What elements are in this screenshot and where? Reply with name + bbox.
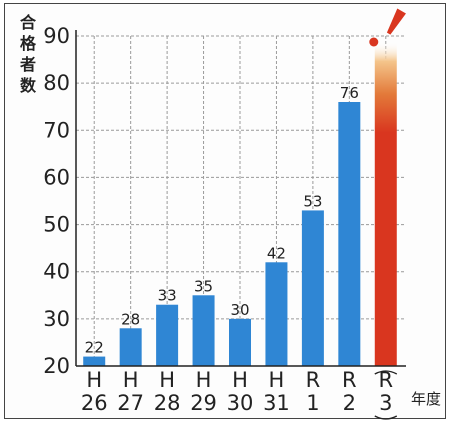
- x-tick-label-top: H: [123, 368, 139, 392]
- x-tick-label-top: R: [342, 368, 357, 392]
- exclamation-stroke: [386, 8, 406, 35]
- y-tick-label: 30: [43, 307, 70, 331]
- data-label: 53: [303, 192, 322, 210]
- x-tick-label-bottom: 2: [343, 391, 356, 415]
- x-tick-label-top: H: [196, 368, 212, 392]
- x-tick-label-bottom: 31: [263, 391, 290, 415]
- data-label: 35: [194, 277, 213, 295]
- bar: [156, 304, 179, 366]
- exclamation-mark: [386, 8, 406, 35]
- x-tick-label-bottom: 27: [117, 391, 144, 415]
- x-tick-label-bottom: 26: [81, 391, 108, 415]
- x-tick-label-bottom: 3: [379, 391, 392, 415]
- bar: [265, 262, 288, 366]
- y-tick-label: 90: [43, 24, 70, 48]
- y-tick-label: 20: [43, 354, 70, 378]
- x-axis-title: 年度: [411, 390, 441, 408]
- data-label: 33: [158, 287, 177, 305]
- data-label: 22: [85, 339, 104, 357]
- x-tick-label-bottom: 30: [227, 391, 254, 415]
- y-tick-label: 60: [43, 165, 70, 189]
- bar: [119, 328, 142, 366]
- x-tick-label-bottom: 29: [190, 391, 217, 415]
- exclamation-dot: [369, 37, 379, 47]
- x-tick-label-top: R: [306, 368, 321, 392]
- data-label: 28: [121, 310, 140, 328]
- bar: [229, 318, 251, 366]
- x-tick-label-top: R: [378, 368, 393, 392]
- y-tick-label: 80: [43, 71, 70, 95]
- bar: [83, 356, 106, 366]
- y-axis-title-char: 者: [19, 55, 36, 74]
- bar: [338, 102, 361, 366]
- x-tick-label-top: H: [232, 368, 248, 392]
- data-label: 76: [340, 84, 359, 102]
- bar: [192, 295, 215, 366]
- y-tick-label: 70: [43, 118, 70, 142]
- y-axis-title-char: 合: [20, 13, 37, 32]
- bracket-top: [374, 370, 398, 375]
- x-tick-label-top: H: [86, 368, 102, 392]
- y-tick-label: 50: [43, 213, 70, 237]
- x-tick-label-top: H: [269, 368, 285, 392]
- y-tick-label: 40: [43, 260, 70, 284]
- x-tick-label-top: H: [159, 368, 175, 392]
- bar-highlight: [374, 42, 397, 366]
- axes: [75, 30, 406, 367]
- labels: 203040506070809022H2628H2733H2835H2930H3…: [19, 8, 441, 420]
- chart-frame: [4, 3, 446, 419]
- y-axis-title-char: 格: [20, 34, 37, 53]
- x-tick-label-bottom: 1: [306, 391, 319, 415]
- bracket-bottom: [374, 415, 398, 420]
- data-label: 30: [230, 301, 249, 319]
- data-label: 42: [267, 244, 286, 262]
- y-axis-title-char: 数: [20, 76, 37, 95]
- x-tick-label-bottom: 28: [154, 391, 181, 415]
- bar: [301, 210, 324, 366]
- bars: [83, 42, 397, 366]
